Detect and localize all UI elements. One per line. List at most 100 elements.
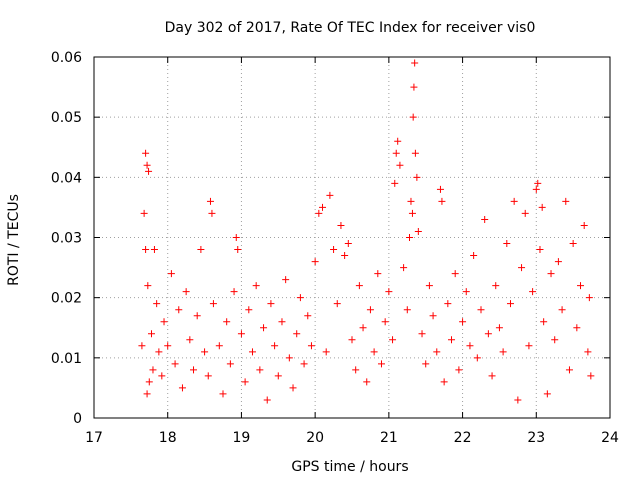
data-point — [413, 173, 421, 181]
data-point — [285, 354, 293, 362]
data-point — [363, 378, 371, 386]
data-point — [459, 318, 467, 326]
data-point — [536, 246, 544, 254]
y-tick-label: 0 — [73, 411, 82, 427]
plot-frame — [93, 56, 611, 419]
x-tick-label: 17 — [85, 430, 103, 446]
data-point — [248, 348, 256, 356]
data-point — [418, 330, 426, 338]
data-point — [455, 366, 463, 374]
data-point — [409, 113, 417, 121]
data-point — [488, 372, 496, 380]
data-point — [433, 348, 441, 356]
data-point — [440, 378, 448, 386]
data-point — [429, 312, 437, 320]
data-point — [267, 300, 275, 308]
data-point — [495, 324, 503, 332]
data-point — [186, 336, 194, 344]
data-point — [466, 342, 474, 350]
y-tick-label: 0.05 — [51, 110, 82, 126]
x-axis-label: GPS time / hours — [291, 459, 408, 475]
data-point — [510, 197, 518, 205]
data-point — [481, 215, 489, 223]
data-point — [392, 149, 400, 157]
data-point — [492, 282, 500, 290]
points-layer — [138, 59, 595, 404]
data-point — [245, 306, 253, 314]
data-point — [381, 318, 389, 326]
data-point — [296, 294, 304, 302]
ticks-layer: 17 18 19 20 21 22 23 24 0 0.01 0.02 0.03 0.04 0.05 0.0… — [51, 50, 619, 446]
data-point — [158, 372, 166, 380]
data-point — [197, 246, 205, 254]
data-point — [263, 396, 271, 404]
data-point — [422, 360, 430, 368]
data-point — [209, 300, 217, 308]
data-point — [164, 342, 172, 350]
data-point — [377, 360, 385, 368]
data-point — [149, 366, 157, 374]
x-tick-label: 21 — [380, 430, 398, 446]
data-point — [274, 372, 282, 380]
data-point — [175, 306, 183, 314]
data-point — [414, 227, 422, 235]
data-point — [311, 258, 319, 266]
data-point — [411, 149, 419, 157]
data-point — [178, 384, 186, 392]
data-point — [206, 197, 214, 205]
data-point — [438, 197, 446, 205]
data-point — [577, 282, 585, 290]
grid-layer — [94, 57, 610, 418]
data-point — [543, 390, 551, 398]
data-point — [142, 149, 150, 157]
data-point — [282, 276, 290, 284]
data-point — [333, 300, 341, 308]
data-point — [352, 366, 360, 374]
data-point — [366, 306, 374, 314]
data-point — [237, 330, 245, 338]
data-point — [448, 336, 456, 344]
data-point — [307, 342, 315, 350]
data-point — [451, 270, 459, 278]
data-point — [140, 209, 148, 217]
data-point — [230, 288, 238, 296]
data-point — [587, 372, 595, 380]
data-point — [565, 366, 573, 374]
data-point — [241, 378, 249, 386]
data-point — [226, 360, 234, 368]
data-point — [344, 240, 352, 248]
data-point — [271, 342, 279, 350]
data-point — [551, 336, 559, 344]
data-point — [444, 300, 452, 308]
chart-title: Day 302 of 2017, Rate Of TEC Index for r… — [165, 20, 536, 36]
data-point — [142, 246, 150, 254]
data-point — [289, 384, 297, 392]
data-point — [518, 264, 526, 272]
data-point — [410, 83, 418, 91]
y-axis-label: ROTI / TECUs — [6, 194, 22, 286]
data-point — [182, 288, 190, 296]
x-tick-label: 23 — [527, 430, 545, 446]
data-point — [315, 209, 323, 217]
data-point — [514, 396, 522, 404]
data-point — [326, 191, 334, 199]
data-point — [554, 258, 562, 266]
data-point — [143, 161, 151, 169]
data-point — [385, 288, 393, 296]
data-point — [293, 330, 301, 338]
data-point — [201, 348, 209, 356]
data-point — [394, 137, 402, 145]
data-point — [405, 234, 413, 241]
data-point — [503, 240, 511, 248]
data-point — [403, 306, 411, 314]
data-point — [506, 300, 514, 308]
data-point — [260, 324, 268, 332]
data-point — [374, 270, 382, 278]
data-point — [190, 366, 198, 374]
data-point — [585, 294, 593, 302]
data-point — [425, 282, 433, 290]
data-point — [462, 288, 470, 296]
data-point — [580, 221, 588, 229]
data-point — [167, 270, 175, 278]
